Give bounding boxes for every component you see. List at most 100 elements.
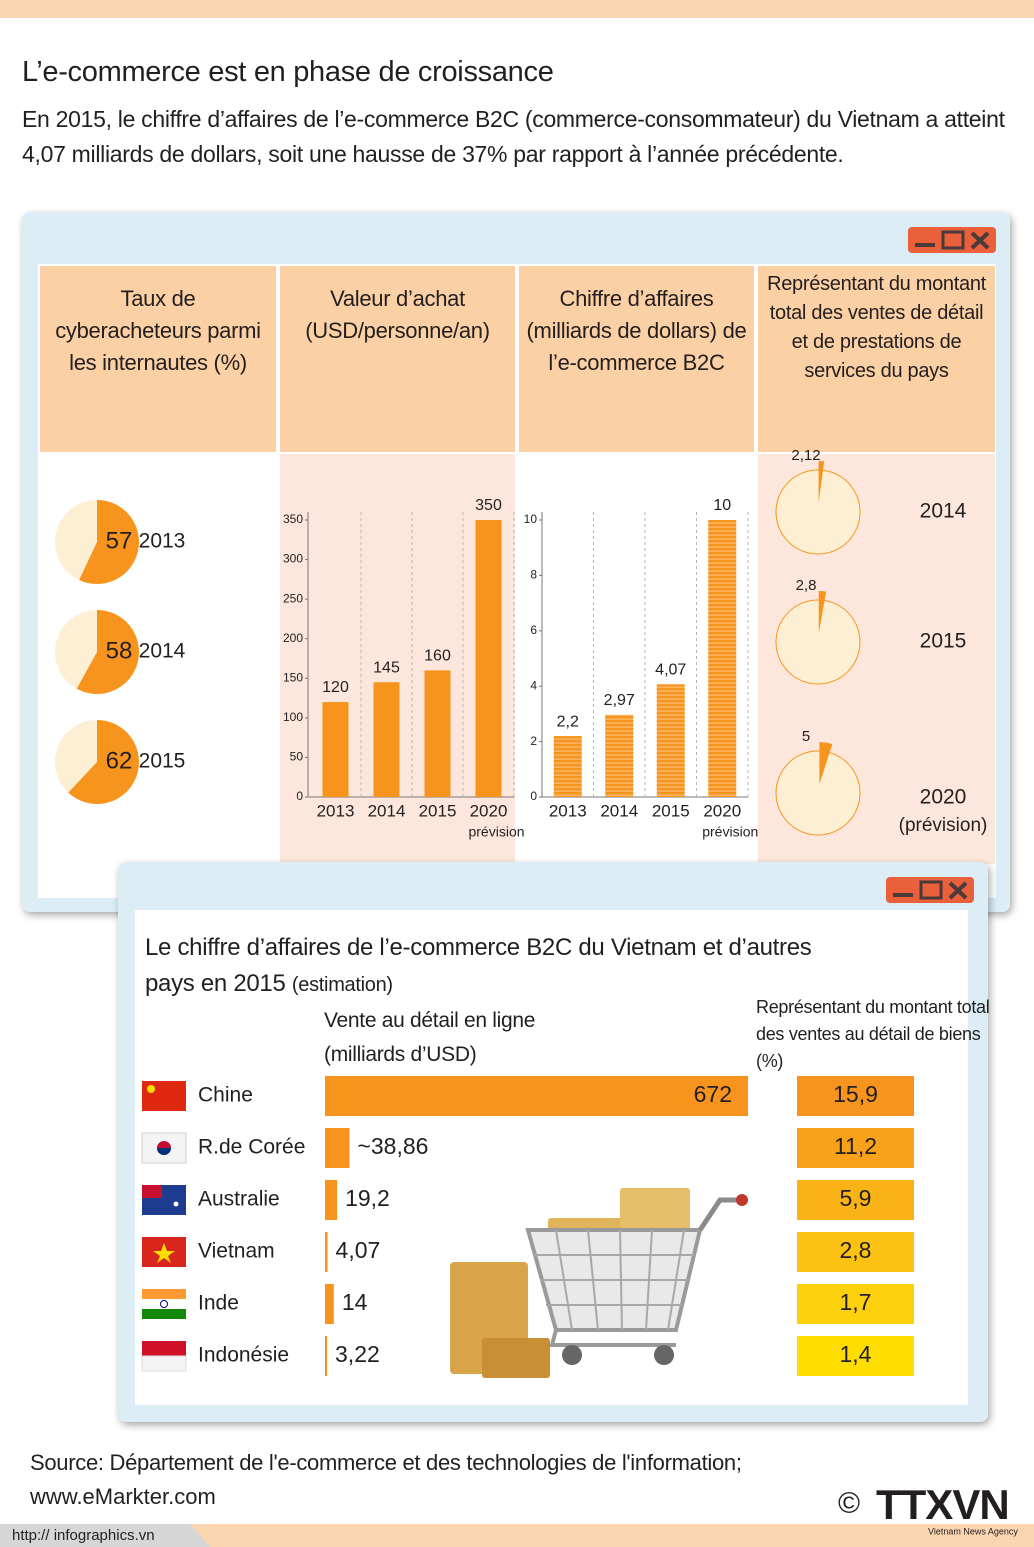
footer-stripe: [0, 1524, 1034, 1547]
value-label: 58: [106, 637, 133, 664]
column-title: Valeur d’achat (USD/personne/an): [305, 286, 490, 343]
agency-name: Vietnam News Agency: [928, 1526, 1018, 1536]
value-label: 2,97: [604, 692, 635, 709]
value-label: 19,2: [345, 1185, 390, 1211]
value-label: 62: [106, 747, 133, 774]
bar: [553, 736, 582, 797]
value-label: 672: [694, 1081, 732, 1107]
value-label: 4,07: [655, 661, 686, 678]
category-label: 2013: [139, 530, 186, 553]
flag: [142, 1289, 186, 1319]
value-label: 11,2: [834, 1133, 877, 1159]
value-label: 2,12: [791, 447, 820, 464]
y-tick-label: 2: [530, 734, 537, 748]
category-note: prévision: [468, 824, 524, 840]
top-stripe: [0, 0, 1034, 18]
chart-title: Le chiffre d’affaires de l’e-commerce B2…: [145, 934, 812, 997]
value-box: [797, 1180, 914, 1220]
value-label: 57: [106, 527, 133, 554]
y-tick-label: 350: [283, 512, 303, 526]
chart-subtitle: (estimation): [291, 974, 393, 996]
column-title: Chiffre d’affaires (milliards de dollars…: [526, 286, 747, 375]
category-label: 2015: [920, 630, 967, 653]
bar: [325, 1180, 338, 1220]
category-label: Inde: [198, 1292, 239, 1315]
y-tick-label: 6: [530, 623, 537, 637]
category-label: Vietnam: [198, 1240, 275, 1263]
category-label: Indonésie: [198, 1344, 289, 1367]
pie-background: [775, 469, 861, 555]
bar: [475, 520, 502, 797]
category-label: Chine: [198, 1084, 253, 1107]
flag: [141, 1132, 187, 1164]
column-header-bg: [519, 266, 754, 452]
copyright: ©: [838, 1487, 860, 1520]
y-tick-label: 250: [283, 591, 303, 605]
pie-slice: [818, 591, 827, 634]
value-label: 145: [373, 659, 400, 676]
flag: [141, 1355, 187, 1372]
x-tick-label: 2015: [652, 801, 690, 820]
y-tick-label: 10: [524, 512, 538, 526]
y-tick-label: 200: [283, 631, 303, 645]
bar: [708, 520, 737, 797]
flag: [142, 1081, 186, 1111]
value-label: 15,9: [833, 1081, 878, 1107]
bar: [325, 1336, 328, 1376]
value-label: ~38,86: [357, 1133, 428, 1159]
pie-slice: [819, 742, 833, 785]
panel-title: Le chiffre d’affaires de l’e-commerce B2…: [145, 930, 835, 1003]
value-label: 5: [802, 728, 810, 745]
y-tick-label: 150: [283, 670, 303, 684]
flag: [142, 1289, 186, 1299]
category-label: 2020: [920, 786, 967, 809]
y-tick-label: 8: [530, 568, 537, 582]
value-label: 5,9: [840, 1185, 872, 1211]
bar: [605, 714, 634, 797]
value-box: [797, 1076, 914, 1116]
window-buttons: [908, 227, 996, 253]
column-title: Représentant du montant total des ventes…: [767, 273, 986, 382]
pie-slice: [68, 720, 139, 804]
source-url: www.eMarkter.com: [30, 1484, 216, 1509]
category-label: 2015: [139, 750, 186, 773]
column-header-bg: [758, 266, 995, 452]
x-tick-label: 2014: [600, 801, 638, 820]
column-title: Taux de cyberacheteurs parmi les interna…: [55, 286, 261, 375]
y-tick-label: 100: [283, 710, 303, 724]
bar: [424, 670, 451, 797]
value-label: 1,7: [840, 1289, 872, 1315]
flag: [153, 1243, 175, 1263]
value-label: 1,4: [840, 1341, 872, 1367]
flag: [141, 1341, 187, 1372]
intro-text: En 2015, le chiffre d’affaires de l’e-co…: [22, 106, 1005, 167]
category-note: prévision: [702, 824, 758, 840]
bar: [322, 702, 349, 797]
column-header-bg: [280, 266, 515, 452]
cart-illustration: [450, 1188, 748, 1378]
y-tick-label: 300: [283, 552, 303, 566]
value-label: 2,2: [557, 713, 579, 730]
page-title: L’e-commerce est en phase de croissance: [22, 56, 554, 88]
window-buttons: [886, 877, 974, 903]
category-label: 2014: [920, 500, 967, 523]
footer-tab: [0, 1524, 210, 1547]
pie-background: [775, 750, 861, 836]
bar: [373, 682, 400, 797]
x-tick-label: 2020: [703, 801, 741, 820]
x-tick-label: 2013: [549, 801, 587, 820]
value-label: 2,8: [840, 1237, 872, 1263]
value-label: 160: [424, 648, 451, 665]
source-text: Source: Département de l'e-commerce et d…: [30, 1450, 742, 1475]
x-tick-label: 2020: [470, 801, 508, 820]
category-note: (prévision): [899, 815, 988, 836]
flag: [147, 1085, 155, 1093]
value-label: 2,8: [796, 577, 817, 594]
y-tick-label: 0: [530, 789, 537, 803]
value-box: [797, 1128, 914, 1168]
flag: [173, 1201, 179, 1207]
series-header: Représentant du montant total des ventes…: [756, 997, 990, 1071]
flag: [142, 1185, 186, 1215]
